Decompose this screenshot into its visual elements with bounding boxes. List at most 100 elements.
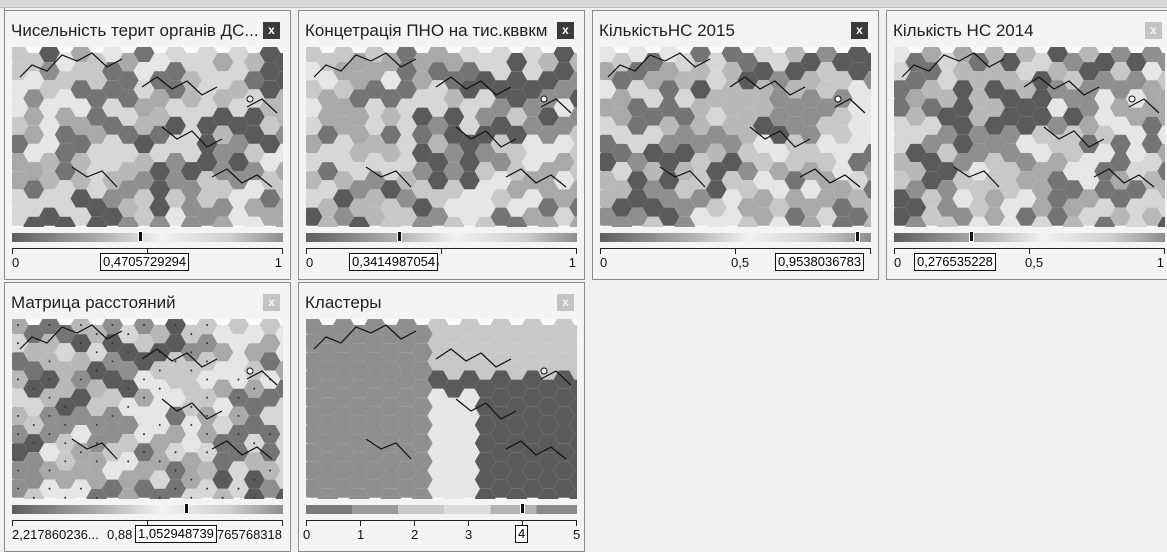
map-cell: [1125, 107, 1147, 126]
map-cell: [228, 352, 249, 371]
map-cell: [1125, 53, 1147, 72]
map-cell: [459, 47, 480, 63]
map-cell: [380, 361, 402, 380]
som-map[interactable]: [12, 47, 283, 227]
map-cell: [333, 388, 354, 407]
map-cell: [1110, 153, 1131, 172]
map-dot: [64, 424, 67, 427]
map-cell: [459, 479, 480, 498]
map-cell: [317, 343, 339, 362]
map-dot: [158, 496, 161, 499]
map-cell: [333, 207, 354, 226]
map-cell: [380, 415, 402, 435]
map-dot: [127, 387, 130, 390]
map-cell: [936, 71, 958, 90]
map-cell: [1157, 162, 1165, 181]
node-marker: [540, 367, 548, 375]
map-cell: [522, 319, 543, 335]
map-cell: [306, 116, 323, 135]
map-cell: [243, 488, 265, 499]
map-cell: [228, 207, 249, 226]
close-icon[interactable]: x: [851, 22, 868, 39]
close-icon[interactable]: x: [263, 22, 280, 39]
close-icon[interactable]: x: [557, 22, 574, 39]
map-cell: [243, 216, 265, 227]
map-cell: [784, 47, 806, 63]
map-cell: [459, 406, 480, 425]
scale-marker[interactable]: [520, 503, 526, 514]
map-cell: [149, 434, 171, 453]
scale-marker[interactable]: [183, 503, 189, 514]
color-scale[interactable]: [600, 231, 871, 245]
map-cell: [196, 189, 218, 208]
map-cell: [364, 171, 386, 190]
map-cell: [921, 62, 942, 81]
map-cell: [522, 370, 543, 389]
map-cell: [180, 89, 202, 108]
map-cell: [165, 370, 186, 389]
map-cell: [459, 319, 480, 335]
som-panel-2[interactable]: Концетрація ПНО на тис.кввкмx0510,341498…: [298, 10, 585, 280]
scale-marker[interactable]: [137, 231, 143, 242]
map-cell: [380, 216, 402, 227]
map-cell: [768, 125, 790, 144]
cluster-border: [607, 52, 866, 188]
som-map[interactable]: [12, 319, 283, 499]
map-cell: [348, 180, 370, 199]
color-scale[interactable]: [12, 503, 283, 517]
scale-marker[interactable]: [397, 231, 403, 242]
map-cell: [863, 180, 871, 199]
close-icon[interactable]: x: [1145, 22, 1162, 39]
map-cell: [553, 425, 575, 444]
map-cell: [427, 388, 449, 407]
map-dot: [206, 324, 208, 326]
close-icon[interactable]: x: [557, 294, 574, 311]
som-map[interactable]: [306, 319, 577, 499]
map-cell: [275, 470, 283, 489]
som-panel-6[interactable]: Кластеры x 0 1 2 3 4 5: [298, 282, 585, 552]
map-cell: [1062, 143, 1084, 163]
color-scale[interactable]: [12, 231, 283, 245]
som-panel-4[interactable]: Кількість НС 2014 x 0 0,5 1 0,276535228: [886, 10, 1167, 280]
map-cell: [569, 397, 577, 416]
som-map[interactable]: [894, 47, 1165, 227]
map-cell: [259, 388, 281, 407]
color-scale[interactable]: [894, 231, 1165, 245]
scale-marker[interactable]: [854, 231, 860, 242]
map-cell: [364, 62, 386, 81]
color-scale[interactable]: [306, 503, 577, 517]
map-cell: [642, 71, 664, 90]
map-cell: [133, 319, 155, 335]
map-cell: [968, 53, 990, 72]
map-cell: [968, 107, 990, 126]
map-cell: [133, 461, 155, 480]
map-cell: [212, 198, 234, 217]
map-cell: [165, 406, 186, 425]
map-cell: [894, 153, 911, 172]
som-panel-1[interactable]: Чисельність терит органів ДС... x 0 1 0,4705…: [4, 10, 291, 280]
map-cell: [1015, 80, 1037, 99]
color-scale[interactable]: [306, 231, 577, 245]
map-cell: [133, 116, 155, 135]
map-cell: [333, 171, 354, 190]
som-map[interactable]: [306, 47, 577, 227]
som-map[interactable]: [600, 47, 871, 227]
map-cell: [380, 470, 402, 489]
map-dot: [48, 433, 51, 436]
map-cell: [522, 98, 543, 117]
map-cell: [863, 71, 871, 90]
map-cell: [12, 153, 29, 172]
map-cell: [228, 98, 249, 117]
map-cell: [86, 125, 108, 144]
som-panel-5[interactable]: Матрица расстояний x 2,217860236... 0,88 ,76…: [4, 282, 291, 552]
map-cell: [333, 98, 354, 117]
map-cell: [490, 425, 512, 444]
map-cell: [627, 116, 648, 135]
map-cell: [364, 461, 386, 480]
scale-marker[interactable]: [969, 231, 975, 242]
som-panel-3[interactable]: КількістьНС 2015 x 0 0,5 0,9538036783: [592, 10, 879, 280]
map-cell: [380, 452, 402, 471]
map-cell: [474, 71, 496, 90]
close-icon[interactable]: x: [263, 294, 280, 311]
map-cell: [800, 143, 822, 163]
